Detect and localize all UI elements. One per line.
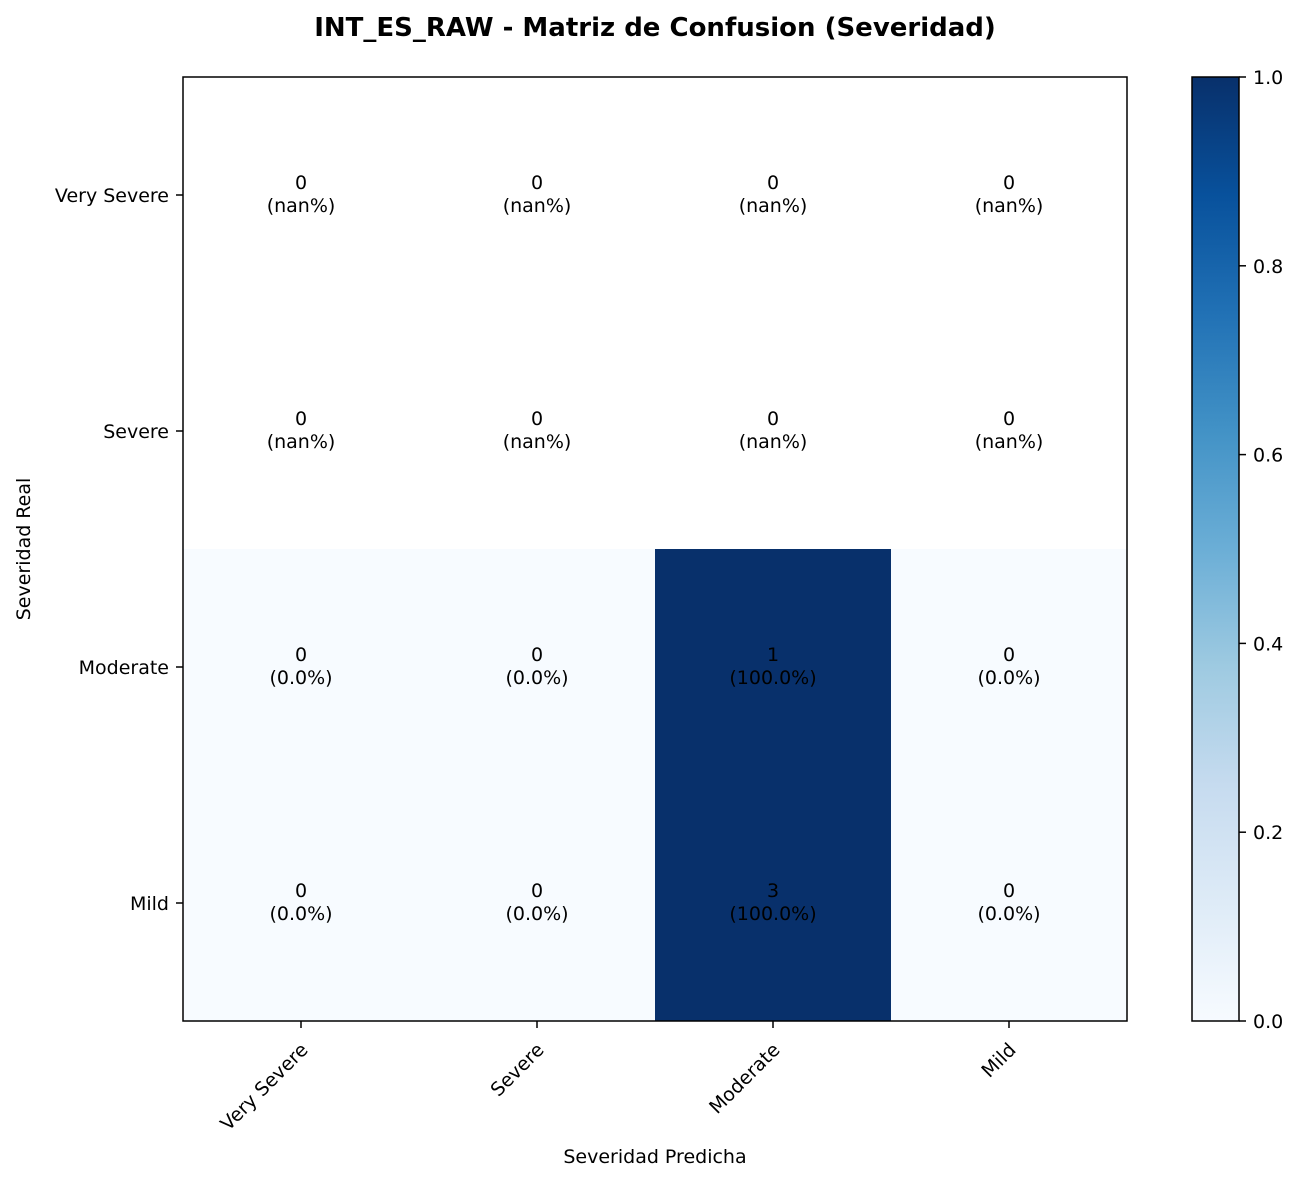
cell-count-r2-c2: 1 xyxy=(767,644,779,666)
heatmap-cell-r0-c1 xyxy=(419,77,656,314)
heatmap-cells xyxy=(183,77,1128,1022)
cell-percent-r0-c0: (nan%) xyxy=(267,195,336,217)
heatmap-cell-r1-c2 xyxy=(655,313,892,550)
colorbar-tick-label: 1.0 xyxy=(1253,67,1283,89)
heatmap-cell-r3-c0 xyxy=(183,785,420,1022)
cell-count-r3-c3: 0 xyxy=(1003,880,1015,902)
cell-percent-r2-c0: (0.0%) xyxy=(269,667,332,689)
cell-percent-r1-c1: (nan%) xyxy=(503,431,572,453)
heatmap-cell-r0-c3 xyxy=(891,77,1128,314)
cell-count-r2-c3: 0 xyxy=(1003,644,1015,666)
cell-percent-r1-c3: (nan%) xyxy=(975,431,1044,453)
heatmap-cell-r1-c3 xyxy=(891,313,1128,550)
chart-title: INT_ES_RAW - Matriz de Confusion (Severi… xyxy=(314,13,996,43)
heatmap-cell-r3-c3 xyxy=(891,785,1128,1022)
colorbar-tick-label: 0.6 xyxy=(1253,445,1283,467)
heatmap-cell-r0-c2 xyxy=(655,77,892,314)
heatmap-cell-r1-c0 xyxy=(183,313,420,550)
heatmap-cell-r3-c1 xyxy=(419,785,656,1022)
cell-count-r1-c0: 0 xyxy=(295,408,307,430)
cell-count-r1-c3: 0 xyxy=(1003,408,1015,430)
cell-count-r3-c0: 0 xyxy=(295,880,307,902)
cell-percent-r3-c0: (0.0%) xyxy=(269,903,332,925)
cell-percent-r0-c1: (nan%) xyxy=(503,195,572,217)
heatmap-cell-r2-c1 xyxy=(419,549,656,786)
heatmap-cell-r2-c2 xyxy=(655,549,892,786)
x-axis-label: Severidad Predicha xyxy=(563,1146,746,1168)
cell-count-r0-c2: 0 xyxy=(767,172,779,194)
cell-count-r3-c2: 3 xyxy=(767,880,779,902)
cell-percent-r2-c3: (0.0%) xyxy=(977,667,1040,689)
y-tick-label: Mild xyxy=(130,893,169,915)
plot-frame xyxy=(182,76,1128,1022)
cell-percent-r1-c0: (nan%) xyxy=(267,431,336,453)
colorbar xyxy=(1191,76,1240,1022)
colorbar-tick-label: 0.2 xyxy=(1253,822,1283,844)
colorbar-tick-label: 0.4 xyxy=(1253,633,1283,655)
heatmap-cell-r0-c0 xyxy=(183,77,420,314)
cell-percent-r3-c1: (0.0%) xyxy=(505,903,568,925)
cell-count-r2-c0: 0 xyxy=(295,644,307,666)
colorbar-tick-label: 0.8 xyxy=(1253,256,1283,278)
cell-count-r0-c1: 0 xyxy=(531,172,543,194)
y-axis-ticks: Very Severe Severe Moderate Mild xyxy=(55,185,183,915)
x-tick-label: Moderate xyxy=(705,1039,784,1118)
x-tick-label: Severe xyxy=(486,1039,548,1101)
cell-count-r2-c1: 0 xyxy=(531,644,543,666)
cell-count-r0-c0: 0 xyxy=(295,172,307,194)
heatmap-cell-r2-c3 xyxy=(891,549,1128,786)
heatmap-cell-r3-c2 xyxy=(655,785,892,1022)
y-tick-label: Severe xyxy=(103,421,169,443)
x-tick-label: Mild xyxy=(977,1039,1020,1082)
colorbar-tick-label: 0.0 xyxy=(1253,1011,1283,1033)
cell-percent-r0-c3: (nan%) xyxy=(975,195,1044,217)
cell-count-r0-c3: 0 xyxy=(1003,172,1015,194)
cell-percent-r3-c3: (0.0%) xyxy=(977,903,1040,925)
cell-percent-r2-c2: (100.0%) xyxy=(729,667,816,689)
heatmap-cell-r1-c1 xyxy=(419,313,656,550)
cell-count-r3-c1: 0 xyxy=(531,880,543,902)
cell-percent-r3-c2: (100.0%) xyxy=(729,903,816,925)
colorbar-ticks: 0.0 0.2 0.4 0.6 0.8 1.0 xyxy=(1239,67,1283,1033)
heatmap-cell-r2-c0 xyxy=(183,549,420,786)
x-axis-ticks: Very Severe Severe Moderate Mild xyxy=(216,1021,1021,1135)
y-tick-label: Very Severe xyxy=(55,185,169,207)
cell-percent-r0-c2: (nan%) xyxy=(739,195,808,217)
cell-count-r1-c1: 0 xyxy=(531,408,543,430)
cell-percent-r2-c1: (0.0%) xyxy=(505,667,568,689)
cell-count-r1-c2: 0 xyxy=(767,408,779,430)
y-tick-label: Moderate xyxy=(79,657,169,679)
x-tick-label: Very Severe xyxy=(216,1039,312,1135)
y-axis-label: Severidad Real xyxy=(13,478,35,621)
heatmap-cell-labels: 0(nan%)0(nan%)0(nan%)0(nan%)0(nan%)0(nan… xyxy=(267,172,1044,925)
cell-percent-r1-c2: (nan%) xyxy=(739,431,808,453)
